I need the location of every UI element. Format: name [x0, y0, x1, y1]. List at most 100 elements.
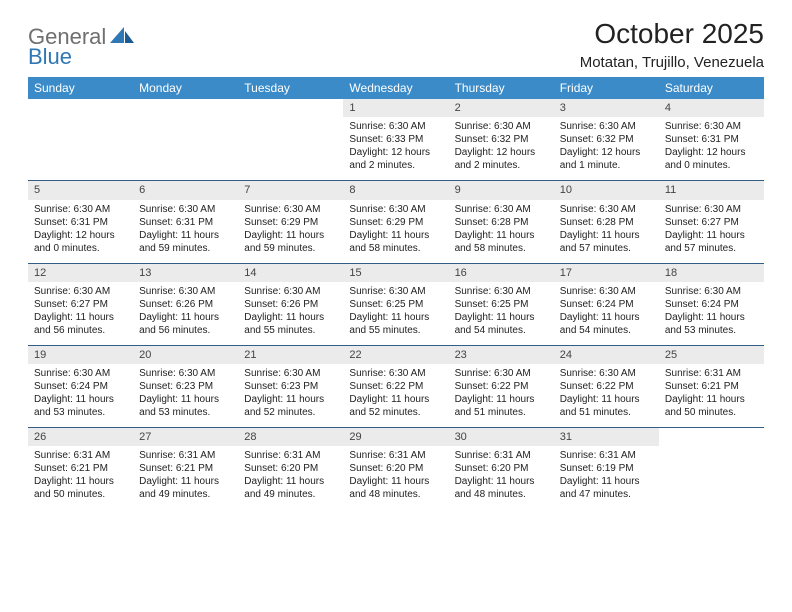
sunset-line: Sunset: 6:31 PM — [139, 216, 232, 229]
daylight-line: Daylight: 11 hours and 53 minutes. — [665, 311, 758, 337]
sunrise-line: Sunrise: 6:30 AM — [139, 285, 232, 298]
day-body: Sunrise: 6:30 AMSunset: 6:24 PMDaylight:… — [554, 282, 659, 345]
daylight-line: Daylight: 11 hours and 48 minutes. — [455, 475, 548, 501]
day-body: Sunrise: 6:31 AMSunset: 6:21 PMDaylight:… — [133, 446, 238, 509]
page-title: October 2025 — [580, 18, 764, 50]
sunrise-line: Sunrise: 6:30 AM — [560, 203, 653, 216]
day-body: Sunrise: 6:31 AMSunset: 6:20 PMDaylight:… — [238, 446, 343, 509]
sunrise-line: Sunrise: 6:30 AM — [455, 367, 548, 380]
day-body: Sunrise: 6:30 AMSunset: 6:27 PMDaylight:… — [659, 200, 764, 263]
sunset-line: Sunset: 6:20 PM — [455, 462, 548, 475]
daylight-line: Daylight: 11 hours and 52 minutes. — [244, 393, 337, 419]
daylight-line: Daylight: 11 hours and 57 minutes. — [560, 229, 653, 255]
sunset-line: Sunset: 6:23 PM — [139, 380, 232, 393]
daylight-line: Daylight: 11 hours and 49 minutes. — [139, 475, 232, 501]
calendar-day-cell: 11Sunrise: 6:30 AMSunset: 6:27 PMDayligh… — [659, 181, 764, 263]
logo-sail-icon — [110, 27, 136, 50]
day-number: 22 — [343, 346, 448, 364]
calendar-day-cell: 15Sunrise: 6:30 AMSunset: 6:25 PMDayligh… — [343, 263, 448, 345]
day-body: Sunrise: 6:30 AMSunset: 6:22 PMDaylight:… — [449, 364, 554, 427]
day-body: Sunrise: 6:30 AMSunset: 6:32 PMDaylight:… — [554, 117, 659, 180]
sunset-line: Sunset: 6:21 PM — [34, 462, 127, 475]
sunset-line: Sunset: 6:21 PM — [665, 380, 758, 393]
daylight-line: Daylight: 11 hours and 54 minutes. — [455, 311, 548, 337]
calendar-day-cell: 13Sunrise: 6:30 AMSunset: 6:26 PMDayligh… — [133, 263, 238, 345]
sunrise-line: Sunrise: 6:30 AM — [244, 285, 337, 298]
sunrise-line: Sunrise: 6:31 AM — [34, 449, 127, 462]
day-number: 31 — [554, 428, 659, 446]
sunset-line: Sunset: 6:25 PM — [455, 298, 548, 311]
day-body: Sunrise: 6:30 AMSunset: 6:26 PMDaylight:… — [133, 282, 238, 345]
day-body: Sunrise: 6:30 AMSunset: 6:31 PMDaylight:… — [133, 200, 238, 263]
day-body: Sunrise: 6:30 AMSunset: 6:23 PMDaylight:… — [133, 364, 238, 427]
sunset-line: Sunset: 6:21 PM — [139, 462, 232, 475]
daylight-line: Daylight: 11 hours and 55 minutes. — [349, 311, 442, 337]
calendar-day-cell: 14Sunrise: 6:30 AMSunset: 6:26 PMDayligh… — [238, 263, 343, 345]
day-body: Sunrise: 6:31 AMSunset: 6:19 PMDaylight:… — [554, 446, 659, 509]
daylight-line: Daylight: 11 hours and 53 minutes. — [34, 393, 127, 419]
calendar-day-cell: 17Sunrise: 6:30 AMSunset: 6:24 PMDayligh… — [554, 263, 659, 345]
day-number: 7 — [238, 181, 343, 199]
sunset-line: Sunset: 6:24 PM — [665, 298, 758, 311]
sunset-line: Sunset: 6:22 PM — [349, 380, 442, 393]
calendar-day-cell: 2Sunrise: 6:30 AMSunset: 6:32 PMDaylight… — [449, 99, 554, 181]
sunrise-line: Sunrise: 6:30 AM — [455, 203, 548, 216]
day-number: 9 — [449, 181, 554, 199]
day-number: 14 — [238, 264, 343, 282]
sunset-line: Sunset: 6:32 PM — [455, 133, 548, 146]
calendar-day-cell — [238, 99, 343, 181]
sunrise-line: Sunrise: 6:30 AM — [455, 120, 548, 133]
day-number: 4 — [659, 99, 764, 117]
calendar-day-cell: 6Sunrise: 6:30 AMSunset: 6:31 PMDaylight… — [133, 181, 238, 263]
daylight-line: Daylight: 12 hours and 2 minutes. — [349, 146, 442, 172]
calendar-day-cell: 16Sunrise: 6:30 AMSunset: 6:25 PMDayligh… — [449, 263, 554, 345]
day-body: Sunrise: 6:30 AMSunset: 6:29 PMDaylight:… — [238, 200, 343, 263]
sunset-line: Sunset: 6:28 PM — [560, 216, 653, 229]
sunrise-line: Sunrise: 6:30 AM — [665, 120, 758, 133]
day-number: 30 — [449, 428, 554, 446]
calendar-day-cell: 4Sunrise: 6:30 AMSunset: 6:31 PMDaylight… — [659, 99, 764, 181]
calendar-day-cell: 8Sunrise: 6:30 AMSunset: 6:29 PMDaylight… — [343, 181, 448, 263]
day-number: 12 — [28, 264, 133, 282]
sunrise-line: Sunrise: 6:31 AM — [139, 449, 232, 462]
day-body: Sunrise: 6:30 AMSunset: 6:24 PMDaylight:… — [28, 364, 133, 427]
daylight-line: Daylight: 11 hours and 59 minutes. — [244, 229, 337, 255]
day-number: 15 — [343, 264, 448, 282]
day-number: 5 — [28, 181, 133, 199]
sunset-line: Sunset: 6:29 PM — [349, 216, 442, 229]
sunrise-line: Sunrise: 6:30 AM — [455, 285, 548, 298]
daylight-line: Daylight: 12 hours and 0 minutes. — [665, 146, 758, 172]
daylight-line: Daylight: 11 hours and 58 minutes. — [349, 229, 442, 255]
sunrise-line: Sunrise: 6:30 AM — [244, 203, 337, 216]
daylight-line: Daylight: 11 hours and 56 minutes. — [34, 311, 127, 337]
day-body: Sunrise: 6:31 AMSunset: 6:21 PMDaylight:… — [659, 364, 764, 427]
day-body: Sunrise: 6:30 AMSunset: 6:26 PMDaylight:… — [238, 282, 343, 345]
day-number: 1 — [343, 99, 448, 117]
sunrise-line: Sunrise: 6:30 AM — [34, 367, 127, 380]
day-body: Sunrise: 6:30 AMSunset: 6:33 PMDaylight:… — [343, 117, 448, 180]
calendar-day-cell: 31Sunrise: 6:31 AMSunset: 6:19 PMDayligh… — [554, 428, 659, 510]
day-number: 28 — [238, 428, 343, 446]
sunrise-line: Sunrise: 6:31 AM — [455, 449, 548, 462]
sunset-line: Sunset: 6:19 PM — [560, 462, 653, 475]
daylight-line: Daylight: 11 hours and 50 minutes. — [665, 393, 758, 419]
day-number: 26 — [28, 428, 133, 446]
day-body: Sunrise: 6:30 AMSunset: 6:24 PMDaylight:… — [659, 282, 764, 345]
sunrise-line: Sunrise: 6:30 AM — [560, 120, 653, 133]
day-body: Sunrise: 6:30 AMSunset: 6:32 PMDaylight:… — [449, 117, 554, 180]
sunset-line: Sunset: 6:22 PM — [560, 380, 653, 393]
daylight-line: Daylight: 11 hours and 56 minutes. — [139, 311, 232, 337]
sunrise-line: Sunrise: 6:31 AM — [349, 449, 442, 462]
calendar-day-cell: 28Sunrise: 6:31 AMSunset: 6:20 PMDayligh… — [238, 428, 343, 510]
calendar-day-cell: 10Sunrise: 6:30 AMSunset: 6:28 PMDayligh… — [554, 181, 659, 263]
calendar-day-cell: 24Sunrise: 6:30 AMSunset: 6:22 PMDayligh… — [554, 345, 659, 427]
day-number: 11 — [659, 181, 764, 199]
weekday-header: Sunday — [28, 77, 133, 99]
weekday-header: Saturday — [659, 77, 764, 99]
sunset-line: Sunset: 6:26 PM — [139, 298, 232, 311]
logo-text-blue: Blue — [28, 44, 72, 69]
daylight-line: Daylight: 11 hours and 54 minutes. — [560, 311, 653, 337]
calendar-day-cell: 22Sunrise: 6:30 AMSunset: 6:22 PMDayligh… — [343, 345, 448, 427]
sunset-line: Sunset: 6:20 PM — [244, 462, 337, 475]
day-number: 2 — [449, 99, 554, 117]
